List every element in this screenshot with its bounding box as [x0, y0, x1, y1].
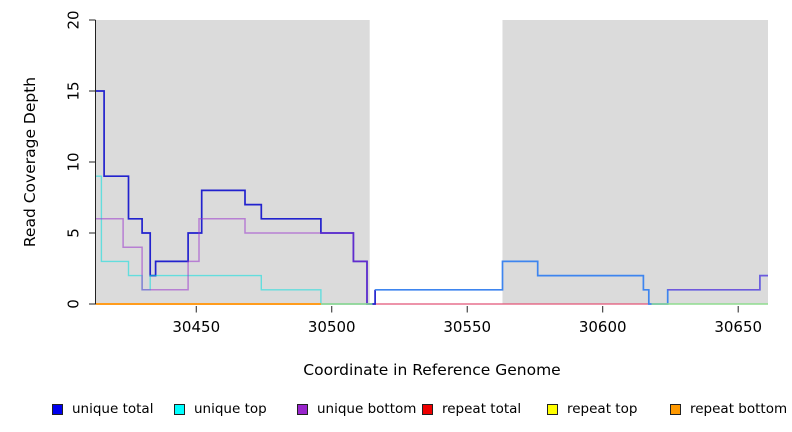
y-tick-label: 20: [65, 10, 83, 29]
legend-label: unique bottom: [317, 401, 417, 417]
legend-item-repeat-total: repeat total: [422, 399, 521, 419]
legend-item-repeat-top: repeat top: [547, 399, 637, 419]
coverage-gap-region: [369, 20, 503, 304]
y-tick-label: 10: [65, 152, 83, 171]
y-tick-label: 5: [65, 228, 83, 238]
y-axis-title: Read Coverage Depth: [21, 76, 39, 248]
legend-swatch: [174, 403, 185, 415]
x-tick-label: 30550: [443, 318, 491, 336]
x-axis-title: Coordinate in Reference Genome: [303, 361, 561, 379]
legend-swatch: [422, 403, 433, 415]
legend: unique total unique top unique bottom repea…: [0, 399, 792, 423]
x-tick-label: 30500: [308, 318, 356, 336]
series-line-unique-bottom: [96, 218, 370, 305]
x-tick-label: 30600: [579, 318, 627, 336]
legend-swatch: [547, 403, 558, 415]
legend-label: unique total: [72, 401, 154, 417]
coverage-plot: 0 5 10 15 20 30450 30500 30550 30600 30650: [65, 10, 768, 336]
y-tick-label: 0: [65, 299, 83, 309]
legend-item-unique-bottom: unique bottom: [297, 399, 416, 419]
legend-swatch: [670, 403, 681, 415]
legend-swatch: [297, 403, 308, 415]
x-tick-label: 30450: [172, 318, 220, 336]
legend-label: repeat top: [567, 401, 638, 417]
y-tick-label: 15: [65, 81, 83, 100]
legend-item-repeat-bottom: repeat bottom: [670, 399, 787, 419]
legend-label: repeat total: [442, 401, 522, 417]
x-tick-label: 30650: [714, 318, 762, 336]
legend-label: repeat bottom: [690, 401, 788, 417]
legend-swatch: [52, 403, 63, 415]
legend-item-unique-top: unique top: [174, 399, 267, 419]
legend-label: unique top: [194, 401, 267, 417]
legend-item-unique-total: unique total: [52, 399, 153, 419]
series-line-unique-bottom: [667, 274, 768, 291]
